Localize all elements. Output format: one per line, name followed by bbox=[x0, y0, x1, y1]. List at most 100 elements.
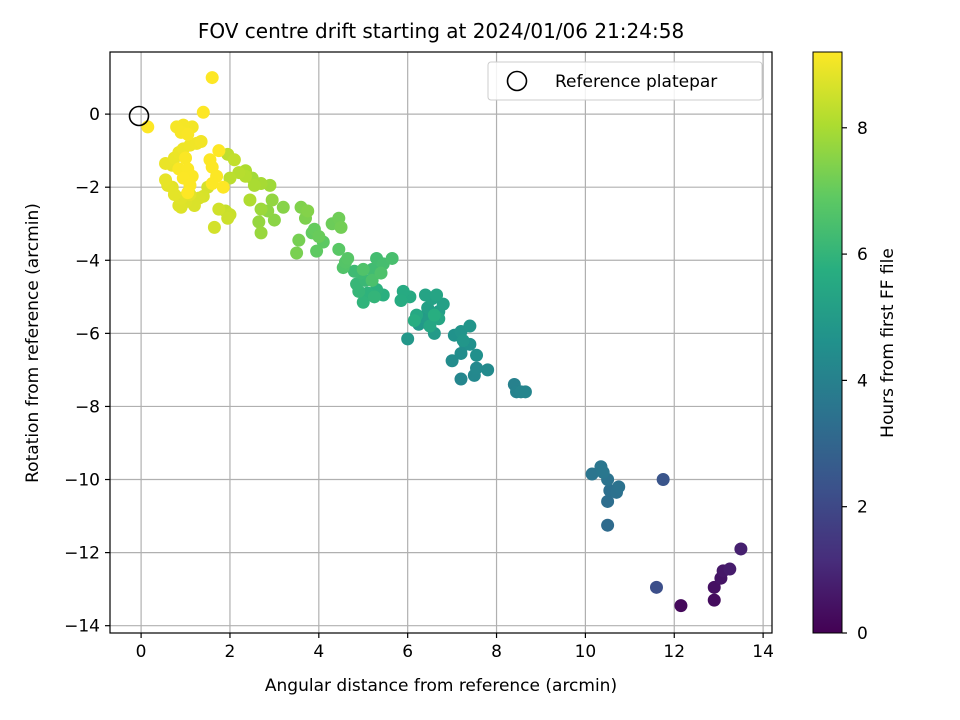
plot-frame bbox=[109, 51, 773, 634]
scatter-point bbox=[470, 348, 484, 362]
y-tick-label: 0 bbox=[89, 105, 100, 125]
scatter-point bbox=[212, 144, 226, 158]
scatter-point bbox=[205, 177, 219, 191]
scatter-point bbox=[454, 372, 468, 386]
scatter-point bbox=[243, 193, 257, 207]
x-tick-label: 2 bbox=[225, 642, 236, 662]
scatter-point bbox=[179, 151, 193, 165]
colorbar-tick-label: 2 bbox=[857, 498, 868, 518]
scatter-point bbox=[301, 204, 315, 218]
scatter-point bbox=[265, 193, 279, 207]
colorbar-label: Hours from first FF file bbox=[878, 248, 898, 438]
scatter-point bbox=[216, 180, 230, 194]
y-tick-label: −4 bbox=[75, 251, 100, 271]
colorbar-tick-label: 6 bbox=[857, 245, 868, 265]
scatter-point bbox=[456, 334, 470, 348]
y-tick-label: −8 bbox=[75, 397, 100, 417]
scatter-point bbox=[247, 178, 261, 192]
scatter-point bbox=[254, 202, 268, 216]
scatter-point bbox=[649, 580, 663, 594]
scatter-point bbox=[394, 293, 408, 307]
scatter-point bbox=[518, 385, 532, 399]
scatter-point bbox=[312, 230, 326, 244]
x-tick-label: 8 bbox=[491, 642, 502, 662]
y-tick-label: −2 bbox=[75, 178, 100, 198]
colorbar-tick-label: 4 bbox=[857, 371, 868, 391]
y-tick-label: −12 bbox=[64, 544, 100, 564]
x-tick-label: 10 bbox=[575, 642, 597, 662]
chart-title: FOV centre drift starting at 2024/01/06 … bbox=[198, 19, 684, 43]
x-tick-label: 14 bbox=[752, 642, 774, 662]
scatter-point bbox=[356, 295, 370, 309]
colorbar bbox=[812, 51, 843, 634]
scatter-point bbox=[723, 562, 737, 576]
scatter-point bbox=[601, 494, 615, 508]
scatter-point bbox=[356, 262, 370, 276]
scatter-point bbox=[612, 480, 626, 494]
scatter-point bbox=[707, 580, 721, 594]
scatter-point bbox=[181, 186, 195, 200]
x-axis-label: Angular distance from reference (arcmin) bbox=[265, 676, 617, 696]
scatter-point bbox=[470, 361, 484, 375]
colorbar-ticks: 0 2 4 6 8 bbox=[842, 119, 868, 644]
scatter-point bbox=[601, 518, 615, 532]
colorbar-tick-label: 0 bbox=[857, 624, 868, 644]
x-tick-label: 4 bbox=[313, 642, 324, 662]
scatter-point bbox=[656, 473, 670, 487]
x-tick-label: 6 bbox=[402, 642, 413, 662]
scatter-point bbox=[436, 297, 450, 311]
scatter-point bbox=[223, 171, 237, 185]
scatter-point bbox=[205, 71, 219, 85]
x-tick-label: 0 bbox=[136, 642, 147, 662]
scatter-point bbox=[227, 153, 241, 167]
scatter-point bbox=[401, 332, 415, 346]
x-axis-ticks: 0 2 4 6 8 10 12 14 bbox=[136, 633, 774, 662]
scatter-point bbox=[212, 202, 226, 216]
legend: Reference platepar bbox=[487, 61, 763, 101]
scatter-point bbox=[365, 273, 379, 287]
scatter-point bbox=[141, 120, 155, 134]
scatter-point bbox=[310, 244, 324, 258]
scatter-point bbox=[290, 246, 304, 260]
scatter-point bbox=[207, 220, 221, 234]
scatter-point bbox=[734, 542, 748, 556]
reference-platepar-marker bbox=[128, 105, 150, 127]
scatter-point bbox=[385, 251, 399, 265]
scatter-point bbox=[367, 290, 381, 304]
scatter-point bbox=[585, 467, 599, 481]
data-points bbox=[141, 71, 748, 613]
scatter-point bbox=[407, 314, 421, 328]
scatter-point bbox=[252, 215, 266, 229]
scatter-point bbox=[167, 188, 181, 202]
scatter-point bbox=[254, 226, 268, 240]
scatter-point bbox=[423, 319, 437, 333]
y-axis-ticks: 0 −2 −4 −6 −8 −10 −12 −14 bbox=[64, 105, 110, 637]
legend-box bbox=[487, 61, 763, 101]
scatter-point bbox=[374, 266, 388, 280]
scatter-point bbox=[418, 288, 432, 302]
scatter-point bbox=[430, 288, 444, 302]
y-axis-label: Rotation from reference (arcmin) bbox=[23, 203, 43, 483]
scatter-point bbox=[221, 211, 235, 225]
x-tick-label: 12 bbox=[663, 642, 685, 662]
scatter-point bbox=[334, 220, 348, 234]
y-tick-label: −6 bbox=[75, 324, 100, 344]
grid-lines bbox=[110, 52, 772, 633]
scatter-point bbox=[707, 593, 721, 607]
scatter-point bbox=[596, 465, 610, 479]
scatter-point bbox=[674, 599, 688, 613]
scatter-point bbox=[194, 135, 208, 149]
scatter-point bbox=[463, 319, 477, 333]
y-tick-label: −10 bbox=[64, 471, 100, 491]
scatter-point bbox=[341, 251, 355, 265]
scatter-point bbox=[276, 200, 290, 214]
scatter-point bbox=[267, 213, 281, 227]
scatter-point bbox=[481, 363, 495, 377]
scatter-point bbox=[181, 127, 195, 141]
scatter-point bbox=[427, 308, 441, 322]
scatter-point bbox=[196, 105, 210, 119]
y-tick-label: −14 bbox=[64, 617, 100, 637]
scatter-point bbox=[159, 173, 173, 187]
legend-entry-reference-platepar: Reference platepar bbox=[555, 72, 717, 92]
